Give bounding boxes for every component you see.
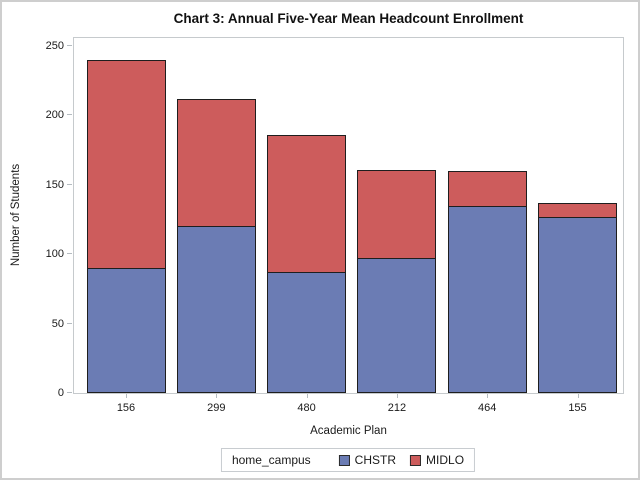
legend-title: home_campus — [231, 453, 311, 467]
bar-segment-midlo — [86, 59, 166, 270]
x-tick-mark — [487, 394, 489, 398]
y-tick-mark — [67, 253, 72, 255]
bar-segment-midlo — [538, 202, 617, 218]
y-tick-label: 200 — [45, 109, 64, 122]
x-tick-mark — [577, 394, 579, 398]
plot-area — [73, 37, 624, 394]
x-tick-mark — [306, 394, 308, 398]
y-tick-label: 0 — [57, 387, 64, 399]
bar-segment-midlo — [267, 134, 347, 274]
x-axis-title: Academic Plan — [310, 425, 387, 437]
bar-segment-chstr — [176, 226, 256, 393]
legend-entry-midlo: MIDLO — [410, 453, 464, 467]
legend-swatch-icon — [338, 454, 350, 466]
bar-segment-midlo — [357, 169, 437, 260]
y-axis-title: Number of Students — [10, 163, 22, 267]
y-tick-mark — [67, 45, 72, 46]
y-tick-label: 50 — [51, 317, 64, 330]
chart-title: Chart 3: Annual Five-Year Mean Headcount… — [173, 11, 524, 26]
legend: home_campus CHSTR MIDLO — [220, 448, 476, 472]
bar-segment-midlo — [176, 98, 256, 228]
x-tick-label: 155 — [568, 402, 587, 414]
x-tick-label: 464 — [478, 402, 497, 414]
y-tick-label: 250 — [45, 40, 64, 52]
y-tick-mark — [67, 183, 72, 185]
x-tick-label: 156 — [116, 402, 136, 414]
legend-entry-label: CHSTR — [354, 453, 397, 467]
x-tick-label: 299 — [207, 402, 226, 414]
legend-swatch-icon — [410, 454, 422, 466]
legend-entry-chstr: CHSTR — [338, 453, 397, 467]
x-tick-mark — [216, 394, 218, 398]
y-tick-mark — [67, 392, 72, 393]
legend-entry-label: MIDLO — [426, 453, 465, 467]
y-tick-mark — [67, 322, 72, 324]
bars-layer — [74, 38, 623, 393]
y-tick-mark — [67, 114, 72, 116]
bar-segment-chstr — [86, 268, 166, 393]
x-tick-mark — [396, 394, 398, 398]
bar-segment-chstr — [447, 205, 527, 393]
bar-segment-chstr — [357, 258, 437, 393]
bar-segment-chstr — [267, 272, 347, 393]
x-tick-label: 480 — [297, 402, 316, 414]
bar-segment-midlo — [447, 170, 527, 207]
x-tick-mark — [126, 394, 127, 398]
x-tick-label: 212 — [387, 402, 407, 414]
bar-segment-chstr — [538, 216, 617, 393]
